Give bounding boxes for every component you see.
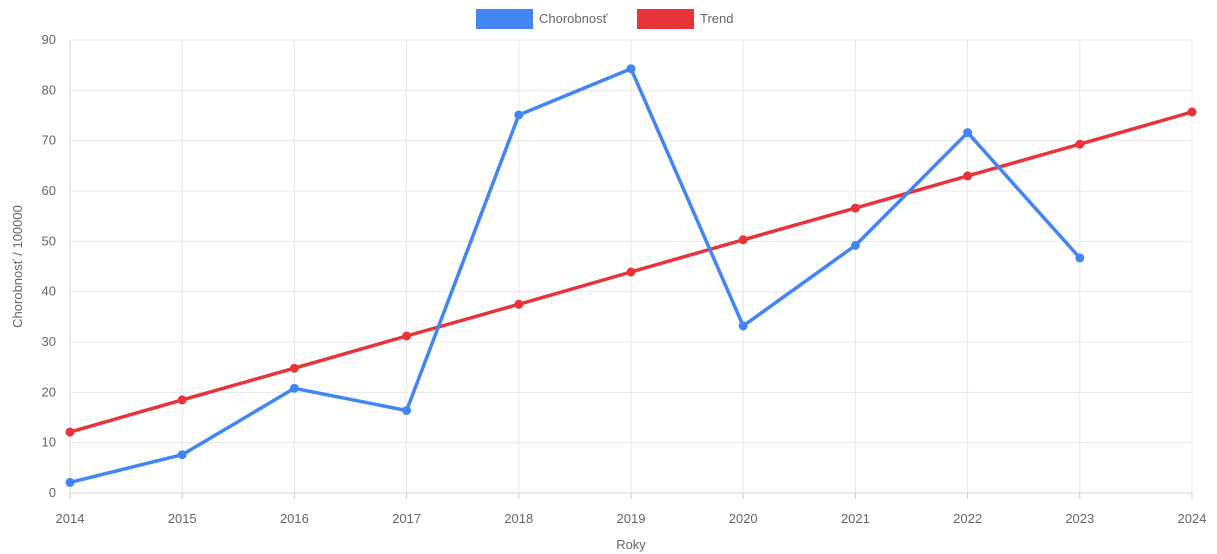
x-tick-label: 2016 (280, 511, 309, 526)
data-point-chorobnost[interactable] (177, 450, 187, 460)
x-tick-label: 2019 (617, 511, 646, 526)
y-tick-label: 40 (42, 284, 56, 299)
x-tick-label: 2021 (841, 511, 870, 526)
x-tick-label: 2020 (729, 511, 758, 526)
x-axis: 2014 2015 2016 2017 2018 2019 2020 2021 2022 2023… (56, 492, 1207, 526)
series-line-chorobnost (68, 66, 1082, 485)
x-tick-label: 2023 (1065, 511, 1094, 526)
y-tick-label: 90 (42, 32, 56, 47)
legend-label: Chorobnosť (539, 11, 608, 26)
data-point-trend[interactable] (65, 427, 75, 437)
x-tick-label: 2024 (1178, 511, 1207, 526)
data-point-trend[interactable] (738, 235, 748, 245)
data-point-trend[interactable] (626, 267, 636, 277)
data-point-trend[interactable] (1075, 139, 1085, 149)
legend-label: Trend (700, 11, 733, 26)
y-tick-label: 10 (42, 435, 56, 450)
data-point-chorobnost[interactable] (738, 321, 748, 331)
y-tick-label: 0 (49, 485, 56, 500)
data-point-chorobnost[interactable] (289, 383, 299, 393)
data-point-chorobnost[interactable] (850, 240, 860, 250)
series (65, 64, 1197, 487)
y-tick-label: 30 (42, 334, 56, 349)
data-point-chorobnost[interactable] (65, 477, 75, 487)
legend-swatch (637, 9, 694, 29)
x-tick-label: 2014 (56, 511, 85, 526)
y-axis: 0 10 20 30 40 50 60 70 80 90 (42, 32, 71, 500)
data-point-chorobnost[interactable] (963, 128, 973, 138)
data-point-trend[interactable] (850, 203, 860, 213)
legend-item-trend[interactable]: Trend (637, 9, 733, 29)
y-tick-label: 80 (42, 82, 56, 97)
data-point-trend[interactable] (177, 395, 187, 405)
data-point-trend[interactable] (963, 171, 973, 181)
data-point-trend[interactable] (514, 299, 524, 309)
x-tick-label: 2015 (168, 511, 197, 526)
legend-item-chorobnost[interactable]: Chorobnosť (476, 9, 608, 29)
x-tick-label: 2017 (392, 511, 421, 526)
y-tick-label: 60 (42, 183, 56, 198)
data-point-chorobnost[interactable] (514, 110, 524, 120)
y-tick-label: 70 (42, 133, 56, 148)
data-point-trend[interactable] (289, 363, 299, 373)
grid (69, 39, 1193, 494)
y-tick-label: 20 (42, 384, 56, 399)
data-point-trend[interactable] (402, 331, 412, 341)
x-axis-title: Roky (616, 537, 646, 552)
y-tick-label: 50 (42, 233, 56, 248)
x-tick-label: 2022 (953, 511, 982, 526)
data-point-chorobnost[interactable] (626, 64, 636, 74)
y-axis-title: Chorobnosť / 100000 (10, 205, 25, 328)
legend-swatch (476, 9, 533, 29)
x-tick-label: 2018 (504, 511, 533, 526)
data-point-chorobnost[interactable] (1075, 253, 1085, 263)
legend[interactable]: Chorobnosť Trend (476, 9, 733, 29)
data-point-chorobnost[interactable] (402, 406, 412, 415)
data-point-trend[interactable] (1187, 107, 1197, 117)
